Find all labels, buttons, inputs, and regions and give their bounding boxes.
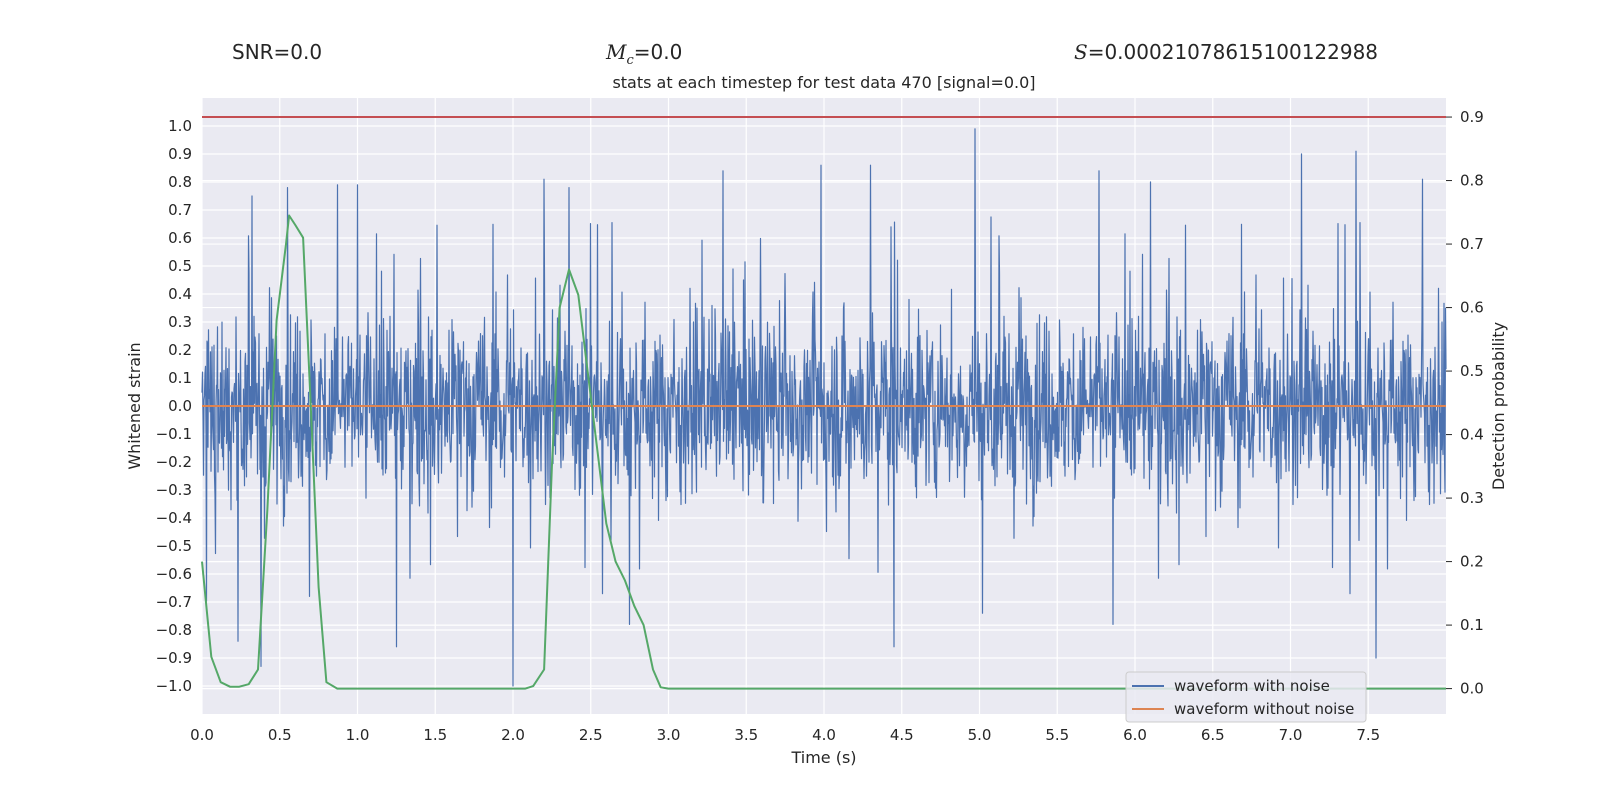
x-tick-label: 0.0 — [190, 726, 214, 744]
y-tick-label: −0.7 — [156, 593, 192, 611]
x-tick-label: 3.5 — [734, 726, 758, 744]
y-tick-label: 0.4 — [168, 285, 192, 303]
y2-tick-label: 0.7 — [1460, 235, 1484, 253]
y2-tick-label: 0.6 — [1460, 299, 1484, 317]
y-tick-label: 0.9 — [168, 145, 192, 163]
y-tick-label: −0.2 — [156, 453, 192, 471]
y-tick-label: 0.6 — [168, 229, 192, 247]
x-tick-label: 7.5 — [1356, 726, 1380, 744]
y-tick-label: 0.5 — [168, 257, 192, 275]
x-tick-label: 4.5 — [890, 726, 914, 744]
y2-tick-label: 0.4 — [1460, 426, 1484, 444]
legend-label: waveform with noise — [1174, 677, 1330, 695]
y-tick-label: 0.1 — [168, 369, 192, 387]
x-axis-label: Time (s) — [790, 748, 856, 767]
y2-axis-label: Detection probability — [1489, 322, 1508, 490]
y-axis-label: Whitened strain — [125, 342, 144, 469]
statistic-label: S=0.00021078615100122988 — [1074, 40, 1378, 64]
series-detection-probability — [201, 214, 1446, 690]
y2-tick-label: 0.3 — [1460, 489, 1484, 507]
s-symbol: S — [1074, 40, 1088, 64]
y-tick-label: 0.0 — [168, 397, 192, 415]
y-tick-label: 1.0 — [168, 117, 192, 135]
y-tick-label: −0.5 — [156, 537, 192, 555]
x-tick-label: 2.5 — [579, 726, 603, 744]
y-tick-label: −0.4 — [156, 509, 192, 527]
mc-value: =0.0 — [633, 40, 683, 64]
y-tick-label: 0.7 — [168, 201, 192, 219]
mc-subscript: c — [626, 53, 634, 68]
x-tick-label: 1.0 — [346, 726, 370, 744]
snr-label: SNR=0.0 — [232, 40, 323, 64]
x-tick-label: 1.5 — [423, 726, 447, 744]
series-waveform-with-noise — [201, 128, 1447, 687]
y-tick-label: −0.3 — [156, 481, 192, 499]
x-tick-label: 5.0 — [968, 726, 992, 744]
x-tick-label: 7.0 — [1279, 726, 1303, 744]
y-tick-label: −0.8 — [156, 621, 192, 639]
y2-tick-label: 0.5 — [1460, 362, 1484, 380]
y-tick-label: −0.9 — [156, 649, 192, 667]
y-tick-label: 0.2 — [168, 341, 192, 359]
legend-box — [1125, 671, 1367, 723]
x-tick-label: 0.5 — [268, 726, 292, 744]
y-tick-label: −0.1 — [156, 425, 192, 443]
x-tick-label: 6.5 — [1201, 726, 1225, 744]
y-tick-label: 0.3 — [168, 313, 192, 331]
y2-tick-label: 0.0 — [1460, 680, 1484, 698]
x-tick-label: 6.0 — [1123, 726, 1147, 744]
y-tick-label: 0.8 — [168, 173, 192, 191]
legend-label: waveform without noise — [1174, 700, 1354, 718]
s-value: =0.00021078615100122988 — [1087, 40, 1379, 64]
x-tick-label: 4.0 — [812, 726, 836, 744]
y2-tick-label: 0.2 — [1460, 553, 1484, 571]
chirp-mass-label: Mc=0.0 — [606, 40, 682, 68]
y2-tick-label: 0.1 — [1460, 616, 1484, 634]
y-tick-label: −1.0 — [156, 677, 192, 695]
y-tick-label: −0.6 — [156, 565, 192, 583]
y2-tick-label: 0.8 — [1460, 172, 1484, 190]
y2-tick-label: 0.9 — [1460, 108, 1484, 126]
x-tick-label: 2.0 — [501, 726, 525, 744]
chart-title: stats at each timestep for test data 470… — [612, 73, 1035, 92]
x-tick-label: 5.5 — [1045, 726, 1069, 744]
mc-symbol: M — [606, 40, 627, 64]
x-tick-label: 3.0 — [657, 726, 681, 744]
